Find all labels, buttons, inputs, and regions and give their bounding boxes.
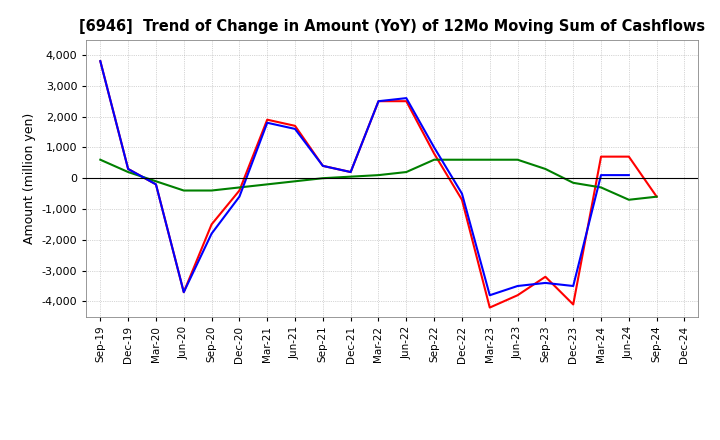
Operating Cashflow: [652, 194, 661, 199]
Operating Cashflow: [263, 117, 271, 122]
Free Cashflow: [513, 283, 522, 289]
Free Cashflow: [402, 95, 410, 101]
Free Cashflow: [263, 120, 271, 125]
Free Cashflow: [96, 59, 104, 64]
Investing Cashflow: [207, 188, 216, 193]
Free Cashflow: [346, 169, 355, 175]
Operating Cashflow: [318, 163, 327, 169]
Operating Cashflow: [485, 305, 494, 310]
Free Cashflow: [430, 145, 438, 150]
Free Cashflow: [569, 283, 577, 289]
Investing Cashflow: [374, 172, 383, 178]
Operating Cashflow: [152, 182, 161, 187]
Operating Cashflow: [569, 302, 577, 307]
Investing Cashflow: [318, 176, 327, 181]
Operating Cashflow: [374, 99, 383, 104]
Free Cashflow: [291, 126, 300, 132]
Operating Cashflow: [346, 169, 355, 175]
Free Cashflow: [318, 163, 327, 169]
Free Cashflow: [179, 290, 188, 295]
Investing Cashflow: [652, 194, 661, 199]
Investing Cashflow: [597, 185, 606, 190]
Investing Cashflow: [235, 185, 243, 190]
Investing Cashflow: [430, 157, 438, 162]
Operating Cashflow: [207, 222, 216, 227]
Operating Cashflow: [624, 154, 633, 159]
Line: Free Cashflow: Free Cashflow: [100, 61, 629, 295]
Free Cashflow: [458, 191, 467, 196]
Investing Cashflow: [458, 157, 467, 162]
Investing Cashflow: [513, 157, 522, 162]
Investing Cashflow: [541, 166, 550, 172]
Operating Cashflow: [124, 166, 132, 172]
Free Cashflow: [152, 182, 161, 187]
Operating Cashflow: [96, 59, 104, 64]
Free Cashflow: [124, 166, 132, 172]
Line: Investing Cashflow: Investing Cashflow: [100, 160, 657, 200]
Investing Cashflow: [402, 169, 410, 175]
Y-axis label: Amount (million yen): Amount (million yen): [23, 113, 36, 244]
Operating Cashflow: [597, 154, 606, 159]
Free Cashflow: [541, 280, 550, 286]
Free Cashflow: [374, 99, 383, 104]
Operating Cashflow: [430, 151, 438, 156]
Investing Cashflow: [485, 157, 494, 162]
Free Cashflow: [624, 172, 633, 178]
Title: [6946]  Trend of Change in Amount (YoY) of 12Mo Moving Sum of Cashflows: [6946] Trend of Change in Amount (YoY) o…: [79, 19, 706, 34]
Free Cashflow: [207, 231, 216, 236]
Operating Cashflow: [235, 188, 243, 193]
Investing Cashflow: [263, 182, 271, 187]
Line: Operating Cashflow: Operating Cashflow: [100, 61, 657, 308]
Investing Cashflow: [346, 174, 355, 179]
Investing Cashflow: [624, 197, 633, 202]
Operating Cashflow: [402, 99, 410, 104]
Operating Cashflow: [458, 197, 467, 202]
Investing Cashflow: [569, 180, 577, 185]
Investing Cashflow: [291, 179, 300, 184]
Investing Cashflow: [96, 157, 104, 162]
Investing Cashflow: [124, 169, 132, 175]
Free Cashflow: [485, 293, 494, 298]
Operating Cashflow: [291, 123, 300, 128]
Operating Cashflow: [179, 290, 188, 295]
Free Cashflow: [597, 172, 606, 178]
Free Cashflow: [235, 194, 243, 199]
Investing Cashflow: [179, 188, 188, 193]
Operating Cashflow: [541, 274, 550, 279]
Operating Cashflow: [513, 293, 522, 298]
Investing Cashflow: [152, 179, 161, 184]
